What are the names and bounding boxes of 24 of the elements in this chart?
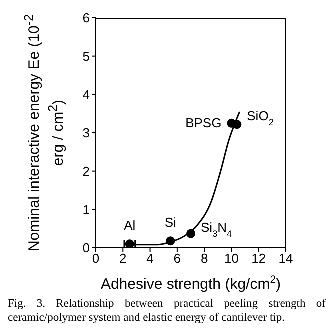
x-tick-label: 2 (120, 251, 127, 266)
x-tick-label: 10 (224, 251, 239, 266)
y-tick-label: 1 (82, 202, 90, 218)
x-tick-label: 4 (146, 251, 154, 266)
point (166, 236, 176, 246)
x-tick-label: 14 (278, 251, 294, 266)
x-tick-label: 8 (200, 251, 208, 266)
x-tick-label: 6 (174, 251, 182, 266)
y-tick-label: 2 (82, 164, 90, 179)
y-tick-label: 6 (82, 10, 90, 26)
y-tick-label: 0 (82, 240, 90, 256)
x-tick-label: 12 (252, 251, 266, 266)
x-axis-title: Adhesive strength (kg/cm$^{2}$) (100, 274, 282, 293)
x-tick-label: 0 (92, 251, 100, 266)
y-tick-label: 5 (82, 48, 90, 64)
point (186, 229, 196, 238)
annotation: BPSG (186, 115, 222, 130)
annotation: Si (164, 215, 177, 230)
y-tick-label: 3 (82, 126, 90, 141)
annotation: Si$_{3}$N$_{4}$ (201, 220, 232, 239)
annotation: SiO$_{2}$ (247, 108, 274, 128)
y-tick-label: 4 (82, 87, 90, 102)
annotation: Al (124, 218, 136, 234)
caption: Fig. 3. Relationship between practical peeling strength of ceramic/polymer system and elastic energy of cantilever tip. (8, 297, 326, 325)
